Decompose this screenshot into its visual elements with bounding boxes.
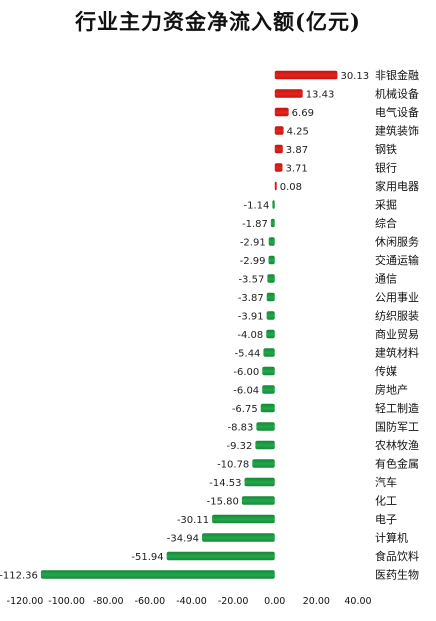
- bar-银行: [274, 163, 283, 172]
- category-label-电子: 电子: [375, 513, 397, 526]
- value-label-综合: -1.87: [242, 219, 268, 230]
- bar-计算机: [202, 533, 275, 542]
- value-label-休闲服务: -2.91: [240, 238, 266, 249]
- category-label-农林牧渔: 农林牧渔: [375, 438, 419, 452]
- bar-医药生物: [40, 570, 275, 579]
- x-tick-label: -100.00: [48, 596, 85, 607]
- value-label-食品饮料: -51.94: [131, 552, 163, 563]
- value-label-家用电器: 0.08: [280, 182, 302, 193]
- bar-公用事业: [266, 292, 275, 302]
- value-label-汽车: -14.53: [209, 478, 241, 489]
- bar-国防军工: [256, 422, 275, 431]
- bar-汽车: [244, 477, 275, 487]
- value-label-非银金融: 30.13: [340, 71, 369, 82]
- bar-传媒: [262, 366, 275, 376]
- value-label-农林牧渔: -9.32: [226, 441, 252, 452]
- x-tick-label: -40.00: [176, 596, 207, 607]
- value-label-医药生物: -112.36: [0, 571, 38, 582]
- value-label-商业贸易: -4.08: [237, 330, 263, 341]
- value-label-轻工制造: -6.75: [232, 404, 258, 415]
- x-tick-label: -80.00: [93, 596, 124, 607]
- category-label-电气设备: 电气设备: [375, 105, 419, 119]
- value-label-通信: -3.57: [238, 275, 264, 286]
- bar-建筑材料: [263, 348, 275, 357]
- value-label-钢铁: 3.87: [286, 145, 308, 156]
- category-label-纺织服装: 纺织服装: [375, 309, 419, 323]
- chart-title: 行业主力资金净流入额(亿元): [75, 9, 361, 34]
- value-label-电气设备: 6.69: [292, 108, 314, 119]
- category-label-建筑材料: 建筑材料: [375, 346, 419, 360]
- value-label-传媒: -6.00: [233, 367, 259, 378]
- value-label-房地产: -6.04: [233, 386, 259, 397]
- bar-钢铁: [274, 144, 283, 154]
- bar-机械设备: [274, 89, 303, 98]
- category-label-交通运输: 交通运输: [375, 253, 419, 267]
- bar-非银金融: [274, 70, 338, 80]
- category-label-钢铁: 钢铁: [375, 143, 397, 156]
- bar-家用电器: [274, 181, 277, 191]
- bar-食品饮料: [166, 551, 275, 561]
- category-label-轻工制造: 轻工制造: [375, 401, 419, 415]
- bar-电子: [212, 514, 275, 524]
- value-label-有色金属: -10.78: [217, 460, 249, 471]
- bar-轻工制造: [260, 403, 275, 413]
- category-label-商业贸易: 商业贸易: [375, 327, 419, 341]
- x-tick-label: 0.00: [264, 596, 285, 607]
- x-tick-label: 20.00: [303, 596, 330, 607]
- category-label-有色金属: 有色金属: [375, 457, 419, 471]
- category-label-非银金融: 非银金融: [375, 68, 419, 82]
- category-label-汽车: 汽车: [375, 475, 397, 489]
- category-label-国防军工: 国防军工: [375, 420, 419, 434]
- category-label-休闲服务: 休闲服务: [375, 235, 419, 249]
- category-label-综合: 综合: [375, 216, 397, 230]
- x-tick-label: -120.00: [7, 596, 44, 607]
- category-label-食品饮料: 食品饮料: [375, 549, 419, 563]
- bar-化工: [241, 496, 275, 505]
- value-label-机械设备: 13.43: [306, 90, 335, 101]
- x-tick-label: -20.00: [218, 596, 249, 607]
- bar-交通运输: [268, 255, 275, 265]
- category-label-公用事业: 公用事业: [375, 291, 419, 304]
- bar-通信: [267, 274, 275, 283]
- bar-休闲服务: [268, 237, 275, 246]
- category-label-机械设备: 机械设备: [375, 87, 419, 101]
- value-label-电子: -30.11: [177, 515, 209, 526]
- category-label-采掘: 采掘: [375, 198, 397, 212]
- category-label-化工: 化工: [375, 494, 397, 508]
- bar-电气设备: [274, 107, 289, 117]
- value-label-建筑装饰: 4.25: [287, 127, 309, 138]
- bar-房地产: [262, 385, 275, 394]
- bar-纺织服装: [266, 311, 275, 320]
- category-label-通信: 通信: [375, 273, 397, 286]
- value-label-建筑材料: -5.44: [235, 349, 261, 360]
- category-label-医药生物: 医药生物: [375, 568, 419, 582]
- x-tick-label: 40.00: [344, 596, 371, 607]
- category-label-传媒: 传媒: [375, 365, 397, 378]
- value-label-纺织服装: -3.91: [238, 312, 264, 323]
- bar-有色金属: [252, 459, 275, 468]
- value-label-化工: -15.80: [207, 497, 239, 508]
- x-tick-label: -60.00: [135, 596, 166, 607]
- category-label-计算机: 计算机: [375, 531, 408, 545]
- category-label-家用电器: 家用电器: [375, 179, 419, 193]
- bar-综合: [270, 218, 275, 228]
- value-label-计算机: -34.94: [167, 534, 199, 545]
- value-label-交通运输: -2.99: [240, 256, 266, 267]
- value-label-银行: 3.71: [285, 164, 307, 175]
- category-label-房地产: 房地产: [375, 383, 408, 397]
- bar-农林牧渔: [255, 440, 275, 450]
- value-label-公用事业: -3.87: [238, 293, 264, 304]
- category-label-建筑装饰: 建筑装饰: [375, 124, 419, 138]
- bar-采掘: [272, 200, 275, 209]
- value-label-采掘: -1.14: [244, 201, 270, 212]
- value-label-国防军工: -8.83: [227, 423, 253, 434]
- bar-商业贸易: [266, 329, 275, 339]
- category-label-银行: 银行: [375, 161, 397, 175]
- bar-建筑装饰: [274, 126, 284, 135]
